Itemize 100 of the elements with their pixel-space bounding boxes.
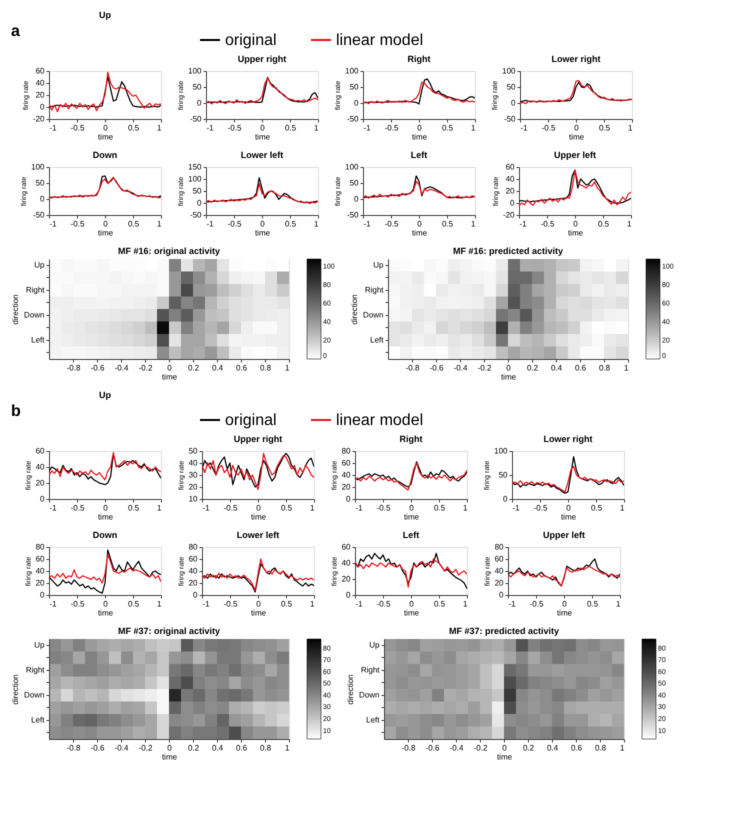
y-tick-label: 20: [342, 482, 352, 492]
x-tick-label: -1: [356, 600, 364, 608]
y-tick-label: 80: [494, 542, 504, 552]
x-tick-label: 0: [562, 600, 568, 608]
y-tick-label: 60: [506, 162, 516, 172]
y-tick-label: 80: [342, 446, 352, 456]
x-tick-label: -0.6: [90, 364, 105, 372]
x-tick-label: 0: [256, 600, 262, 608]
x-tick-label: 0.4: [212, 364, 224, 372]
y-tick-label: Up: [34, 640, 46, 650]
line-series: [202, 563, 314, 593]
line-series: [508, 566, 620, 587]
y-tick-label: Down: [24, 690, 44, 700]
x-tick-label: 1: [285, 744, 290, 752]
y-tick-label: 50: [350, 82, 360, 92]
x-tick-label: 0.5: [128, 124, 140, 132]
x-axis-title: time: [250, 608, 267, 618]
y-tick-label: Right: [360, 665, 380, 674]
x-tick-label: -0.5: [224, 504, 238, 512]
y-tick-label: 50: [350, 178, 360, 188]
chart-title: Lower right: [552, 54, 600, 64]
x-tick-label: -0.2: [138, 364, 153, 372]
x-tick-label: -0.8: [402, 744, 416, 752]
y-tick-label: 0: [503, 494, 508, 504]
y-tick-label: Down: [359, 690, 380, 700]
line-series: [355, 558, 467, 588]
y-axis-title: direction: [350, 294, 360, 325]
y-tick-label: 20: [494, 578, 504, 588]
y-tick-label: -20: [502, 210, 516, 220]
x-tick-label: -0.5: [70, 600, 85, 608]
x-tick-label: 0.6: [236, 744, 248, 752]
y-tick-label: 60: [36, 446, 46, 456]
y-tick-label: 0: [197, 98, 202, 108]
x-axis-title: time: [412, 228, 428, 238]
y-tick-label: 30: [188, 470, 198, 480]
y-tick-label: Down: [24, 310, 44, 320]
x-tick-label: 0.8: [260, 744, 272, 752]
x-tick-label: -0.5: [540, 220, 555, 228]
x-tick-label: 0: [256, 504, 262, 512]
y-tick-label: 0: [40, 102, 46, 112]
line-series: [206, 183, 318, 204]
y-tick-label: -50: [32, 210, 46, 220]
y-tick-label: -50: [346, 114, 360, 124]
x-tick-label: -1: [202, 504, 210, 512]
x-tick-label: 0.5: [590, 504, 603, 512]
y-tick-label: 60: [342, 542, 352, 552]
line-series: [49, 554, 161, 584]
y-tick-label: 60: [36, 66, 46, 76]
chart-title: Lower left: [240, 150, 284, 160]
y-tick-label: 0: [197, 198, 202, 208]
x-axis-title: time: [162, 752, 178, 762]
x-tick-label: -0.2: [478, 364, 492, 372]
y-tick-label: 0: [40, 590, 46, 600]
chart-title: Upper right: [238, 54, 286, 64]
y-tick-label: 60: [188, 554, 198, 564]
x-tick-label: 0.5: [128, 504, 140, 512]
x-axis-title: time: [254, 132, 271, 142]
y-tick-label: 40: [188, 458, 198, 468]
chart-title: Down: [92, 150, 118, 160]
x-tick-label: 1: [627, 220, 632, 228]
x-tick-label: 0.6: [574, 364, 587, 372]
y-tick-label: 40: [188, 566, 198, 576]
y-tick-label: 40: [506, 174, 516, 184]
x-tick-label: 0.2: [522, 744, 535, 752]
x-tick-label: 0: [417, 124, 422, 132]
y-tick-label: 20: [36, 578, 46, 588]
chart-title: Lower right: [544, 434, 592, 444]
x-axis-title: time: [500, 372, 517, 382]
x-tick-label: -0.5: [376, 600, 391, 608]
x-tick-label: 0.6: [570, 744, 583, 752]
x-tick-label: 1: [620, 744, 626, 752]
x-axis-title: time: [568, 228, 584, 238]
chart-title: Up: [99, 10, 112, 20]
x-tick-label: -0.5: [70, 220, 85, 228]
y-tick-label: 40: [342, 470, 352, 480]
x-tick-label: 1: [314, 220, 320, 228]
x-tick-label: -1: [50, 600, 58, 608]
x-tick-label: 1: [157, 220, 162, 228]
x-tick-label: -0.5: [384, 220, 399, 228]
y-tick-label: Up: [369, 640, 380, 650]
x-tick-label: -1: [206, 124, 214, 132]
x-tick-label: -1: [356, 504, 364, 512]
y-tick-label: 80: [36, 542, 46, 552]
y-tick-label: -20: [32, 114, 46, 124]
x-tick-label: 1: [310, 504, 316, 512]
x-tick-label: -0.5: [70, 124, 85, 132]
x-tick-label: 0.5: [598, 124, 611, 132]
chart-title: Left: [402, 530, 420, 540]
x-tick-label: -1: [202, 600, 210, 608]
x-tick-label: 0.8: [598, 364, 611, 372]
x-tick-label: 0.5: [284, 220, 297, 228]
y-tick-label: 150: [188, 162, 202, 172]
x-tick-label: 1: [157, 600, 162, 608]
x-tick-label: -0.8: [66, 744, 81, 752]
x-tick-label: 0: [103, 220, 108, 228]
y-tick-label: 50: [192, 186, 202, 196]
chart-title: Upper left: [554, 150, 596, 160]
y-tick-label: 0: [511, 98, 516, 108]
y-tick-label: -50: [190, 114, 202, 124]
y-tick-label: 40: [36, 566, 46, 576]
